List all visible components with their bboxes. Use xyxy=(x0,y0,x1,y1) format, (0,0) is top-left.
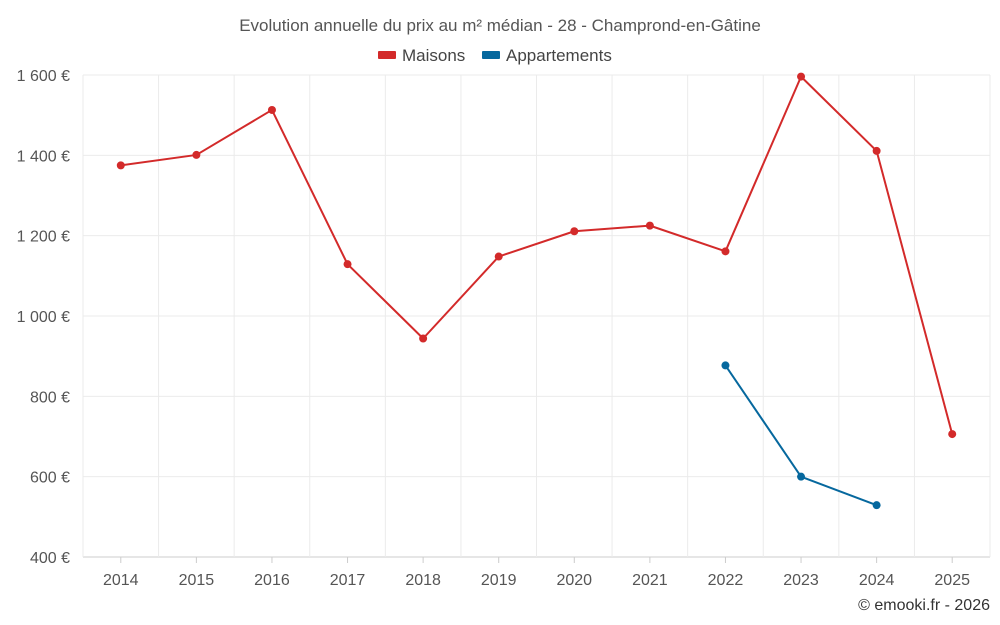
data-point-maisons[interactable] xyxy=(343,260,352,269)
y-tick-label: 400 € xyxy=(30,550,70,567)
legend-item-maisons[interactable]: Maisons xyxy=(378,46,465,65)
y-tick-label: 800 € xyxy=(30,389,70,406)
y-tick-label: 1 400 € xyxy=(17,148,70,165)
x-tick-label: 2016 xyxy=(254,572,290,589)
data-point-maisons[interactable] xyxy=(797,72,806,81)
data-point-maisons[interactable] xyxy=(645,221,654,230)
data-point-maisons[interactable] xyxy=(494,252,503,261)
x-tick-label: 2017 xyxy=(330,572,366,589)
legend-swatch-maisons xyxy=(378,51,396,59)
data-point-maisons[interactable] xyxy=(192,150,201,159)
data-point-maisons[interactable] xyxy=(872,146,881,155)
data-point-maisons[interactable] xyxy=(948,430,957,439)
data-point-maisons[interactable] xyxy=(570,227,579,236)
y-tick-label: 600 € xyxy=(30,470,70,487)
x-tick-label: 2023 xyxy=(783,572,819,589)
series-line-appartements xyxy=(724,364,877,507)
x-axis: 2014 2015 2016 2017 2018 2019 2020 2021 2022 2023… xyxy=(103,557,970,589)
data-point-appartements[interactable] xyxy=(797,472,806,481)
x-tick-label: 2019 xyxy=(481,572,517,589)
y-tick-label: 1 600 € xyxy=(17,68,70,85)
credit-text: © emooki.fr - 2026 xyxy=(858,597,990,614)
grid xyxy=(82,74,991,558)
data-point-maisons[interactable] xyxy=(116,161,125,170)
legend-label-maisons: Maisons xyxy=(402,46,465,65)
x-tick-label: 2020 xyxy=(556,572,592,589)
data-point-appartements[interactable] xyxy=(721,361,730,370)
legend-swatch-appartements xyxy=(482,51,500,59)
x-tick-label: 2014 xyxy=(103,572,139,589)
data-point-maisons[interactable] xyxy=(419,334,428,343)
series-appartements xyxy=(721,361,881,510)
x-tick-label: 2015 xyxy=(179,572,215,589)
legend-item-appartements[interactable]: Appartements xyxy=(482,46,612,65)
series-layer xyxy=(116,72,957,510)
x-tick-label: 2024 xyxy=(859,572,895,589)
data-point-maisons[interactable] xyxy=(721,247,730,256)
x-tick-label: 2021 xyxy=(632,572,668,589)
x-tick-label: 2018 xyxy=(405,572,441,589)
x-tick-label: 2022 xyxy=(708,572,744,589)
data-point-appartements[interactable] xyxy=(872,501,881,510)
legend-label-appartements: Appartements xyxy=(506,46,612,65)
series-line-maisons xyxy=(120,75,954,435)
series-maisons xyxy=(116,72,957,439)
data-point-maisons[interactable] xyxy=(267,105,276,114)
y-axis: 400 € 600 € 800 € 1 000 € 1 200 € 1 400 € 1 60… xyxy=(17,68,70,567)
legend[interactable]: Maisons Appartements xyxy=(378,46,612,65)
y-tick-label: 1 000 € xyxy=(17,309,70,326)
x-tick-label: 2025 xyxy=(934,572,970,589)
chart-title: Evolution annuelle du prix au m² médian … xyxy=(239,16,761,35)
y-tick-label: 1 200 € xyxy=(17,229,70,246)
